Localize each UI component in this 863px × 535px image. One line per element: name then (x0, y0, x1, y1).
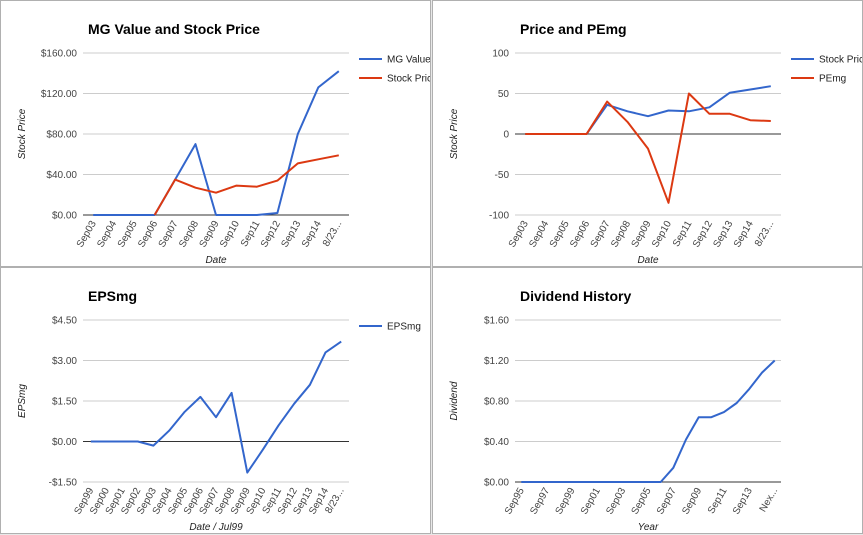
chart-panel: Dividend History Dividend Year $0.00 $0.40 $0… (432, 267, 863, 534)
chart: Dividend History Dividend Year $0.00 $0.40 $0… (449, 288, 781, 533)
series-line (521, 359, 776, 483)
x-tick-label: Sep14 (300, 219, 324, 250)
y-tick-label: $0.80 (484, 397, 509, 408)
y-tick-label: $0.00 (52, 211, 77, 222)
y-tick-label: 0 (503, 130, 509, 141)
x-tick-label: Sep09 (680, 486, 704, 517)
x-axis-title: Date (205, 255, 227, 266)
x-axis-title: Date / Jul99 (189, 522, 243, 533)
y-tick-label: $1.60 (484, 316, 509, 327)
x-tick-label: Sep97 (528, 486, 552, 517)
y-tick-label: $1.50 (52, 397, 77, 408)
x-tick-label: Sep10 (218, 219, 242, 250)
series-line (90, 340, 342, 474)
x-tick-label: 8/23... (753, 219, 776, 249)
x-axis-title: Date (637, 255, 659, 266)
x-tick-label: Sep05 (630, 486, 654, 517)
series-line (153, 154, 339, 216)
y-tick-label: -50 (495, 170, 510, 181)
y-tick-label: $160.00 (41, 49, 78, 60)
x-tick-label: Sep10 (650, 219, 674, 250)
y-tick-label: $1.20 (484, 356, 509, 367)
y-tick-label: $120.00 (41, 89, 78, 100)
x-tick-label: Sep95 (503, 486, 527, 517)
chart-panel: EPSmg EPSmg Date / Jul99 -$1.50 $0.00 $1.50 $3… (0, 267, 431, 534)
y-tick-label: -$1.50 (49, 478, 78, 489)
legend-label: MG Value (387, 55, 430, 66)
x-tick-label: Sep07 (655, 486, 679, 517)
y-tick-label: $0.00 (484, 478, 509, 489)
x-tick-label: Sep13 (731, 486, 755, 517)
chart-title: Price and PEmg (520, 21, 627, 37)
x-tick-label: Nex... (758, 486, 781, 514)
y-tick-label: 100 (492, 49, 509, 60)
x-tick-label: Sep14 (732, 219, 756, 250)
chart-title: MG Value and Stock Price (88, 21, 260, 37)
chart: MG Value and Stock Price Stock Price Date $… (17, 21, 430, 266)
y-tick-label: $0.40 (484, 437, 509, 448)
x-tick-label: Sep01 (579, 486, 603, 517)
y-tick-label: -100 (489, 211, 509, 222)
y-tick-label: $40.00 (46, 170, 77, 181)
legend-label: Stock Price (819, 55, 862, 66)
x-tick-label: 8/23... (321, 219, 344, 249)
chart-title: EPSmg (88, 288, 137, 304)
series-line (525, 92, 771, 204)
y-axis-title: EPSmg (17, 384, 28, 418)
y-tick-label: 50 (498, 89, 510, 100)
legend-label: PEmg (819, 74, 846, 85)
chart: EPSmg EPSmg Date / Jul99 -$1.50 $0.00 $1.50 $3… (17, 288, 421, 533)
chart: Price and PEmg Stock Price Date -100 -50 0 50 1… (449, 21, 862, 266)
y-tick-label: $3.00 (52, 356, 77, 367)
y-axis-title: Stock Price (449, 108, 460, 159)
x-tick-label: Sep03 (604, 486, 628, 517)
y-tick-label: $0.00 (52, 437, 77, 448)
x-axis-title: Year (638, 522, 659, 533)
legend-label: EPSmg (387, 322, 421, 333)
y-axis-title: Stock Price (17, 108, 28, 159)
y-axis-title: Dividend (449, 381, 460, 420)
y-tick-label: $4.50 (52, 316, 77, 327)
legend-label: Stock Price (387, 74, 430, 85)
y-tick-label: $80.00 (46, 130, 77, 141)
chart-panel: MG Value and Stock Price Stock Price Date $… (0, 0, 431, 267)
x-tick-label: Sep11 (706, 486, 730, 516)
chart-panel: Price and PEmg Stock Price Date -100 -50 0 50 1… (432, 0, 863, 267)
x-tick-label: Sep99 (554, 486, 578, 517)
series-line (93, 70, 340, 216)
chart-title: Dividend History (520, 288, 631, 304)
